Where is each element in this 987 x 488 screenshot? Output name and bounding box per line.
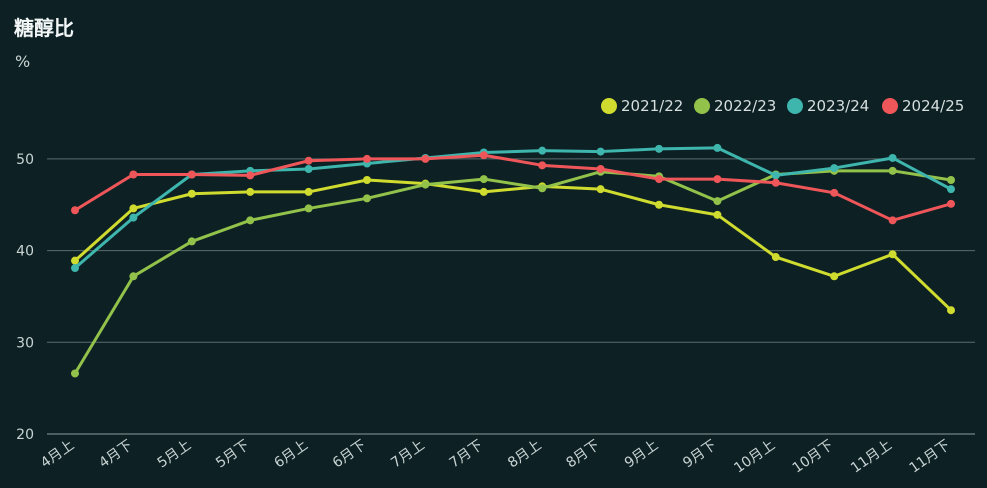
data-point [538,161,547,170]
data-point [596,185,605,194]
data-point [421,154,430,163]
legend-label: 2024/25 [902,97,964,115]
data-point [830,164,839,173]
legend-label: 2023/24 [807,97,869,115]
legend-marker-2024-25 [882,98,898,114]
data-point [947,175,955,184]
data-point [713,143,722,152]
data-point [129,272,138,281]
data-point [71,264,79,273]
data-point [71,206,79,215]
series-line-2024-25 [74,153,952,222]
data-point [713,175,722,184]
data-point [129,204,138,213]
x-tick-label: 9月下 [680,437,719,471]
data-point [479,175,488,184]
x-tick-label: 5月下 [213,437,252,471]
x-tick-label: 6月上 [271,437,310,471]
data-point [363,194,371,203]
legend-label: 2021/22 [621,97,683,115]
data-point [363,175,371,184]
data-point [655,200,663,209]
legend-label: 2022/23 [714,97,776,115]
y-tick-label: 20 [16,427,34,443]
data-point [655,175,663,184]
data-point [246,216,255,225]
data-point [771,253,780,262]
data-point [596,164,605,173]
data-point [538,146,547,155]
data-point [947,306,955,315]
data-point [830,188,839,197]
series-line-2021-22 [73,178,953,312]
data-point [655,144,663,153]
data-point [479,187,488,196]
data-point [304,164,313,173]
x-tick-label: 7月下 [447,437,486,471]
data-point [771,171,780,180]
x-tick-label: 4月上 [38,437,77,471]
data-point [771,178,780,187]
data-point [421,180,430,189]
legend-marker-2021-22 [601,98,617,114]
data-point [304,156,313,165]
y-axis-unit: % [15,52,31,71]
data-point [129,213,138,222]
data-point [538,184,547,193]
y-tick-label: 30 [16,335,34,351]
y-tick-label: 40 [16,244,34,260]
x-tick-label: 9月上 [622,437,661,471]
data-point [363,154,371,163]
x-tick-label: 11月上 [848,437,895,476]
data-point [187,189,196,198]
x-tick-label: 8月下 [563,437,602,471]
x-tick-label: 10月下 [790,437,837,476]
data-point [129,170,138,179]
data-point [596,147,605,156]
chart-title: 糖醇比 [14,16,74,40]
data-point [947,199,955,208]
x-tick-label: 11月下 [907,437,954,476]
x-tick-label: 6月下 [330,437,369,471]
x-tick-label: 8月上 [505,437,544,471]
data-point [304,187,313,196]
x-tick-label: 5月上 [155,437,194,471]
data-point [830,272,839,281]
legend-marker-2023-24 [787,98,803,114]
data-point [888,216,897,225]
data-point [246,171,255,180]
x-tick-label: 10月上 [731,437,778,476]
data-point [888,250,897,259]
x-tick-label: 4月下 [96,437,135,471]
y-tick-label: 50 [16,152,34,168]
data-point [713,197,722,206]
data-point [479,151,488,160]
data-point [187,237,196,246]
legend-marker-2022-23 [694,98,710,114]
data-point [888,153,897,162]
data-point [71,256,79,265]
data-point [187,170,196,179]
data-point [947,185,955,194]
data-point [713,210,722,219]
data-point [246,187,255,196]
data-point [304,204,313,213]
data-point [888,166,897,175]
x-tick-label: 7月上 [388,437,427,471]
data-point [71,369,79,378]
series-line-2023-24 [74,146,952,270]
